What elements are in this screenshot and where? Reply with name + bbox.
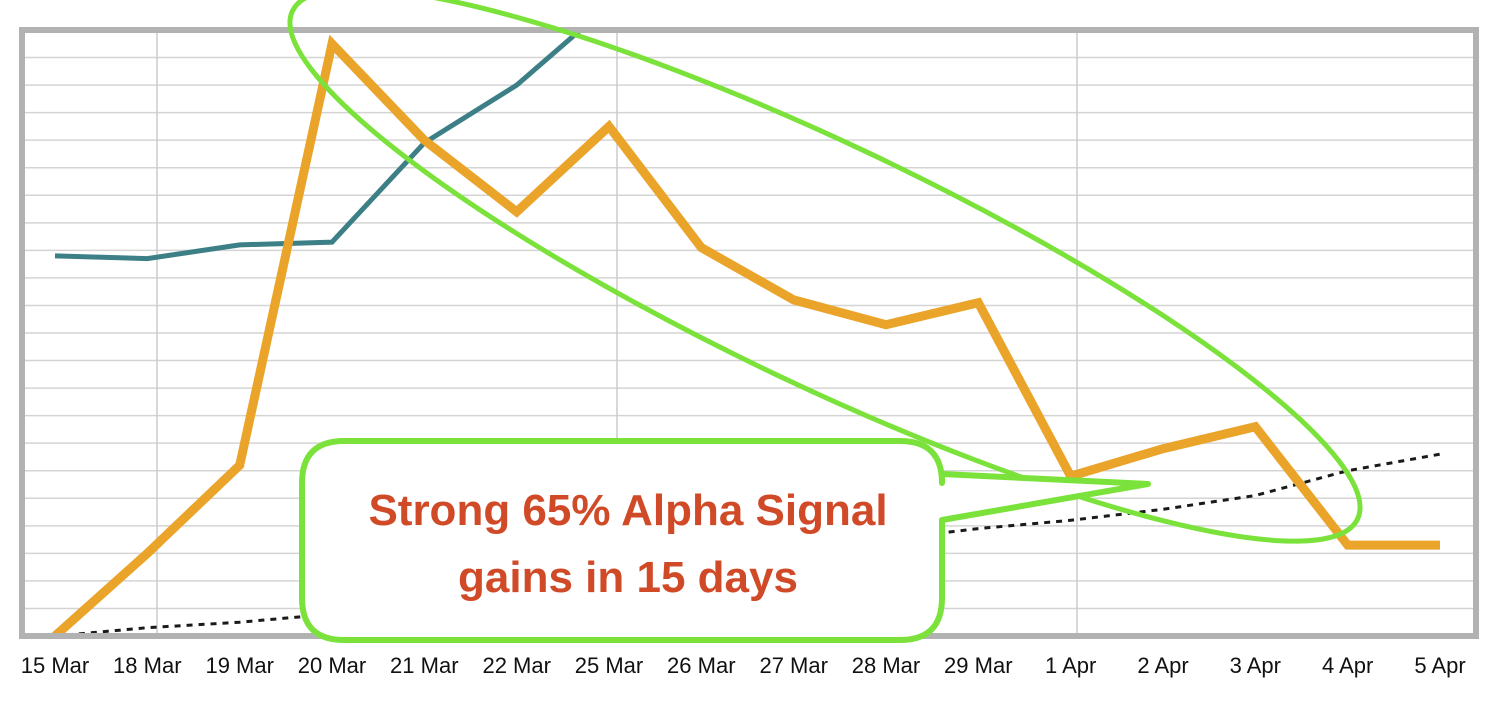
x-tick-label: 21 Mar <box>390 653 458 678</box>
highlight-ellipse <box>287 0 1363 544</box>
x-tick-label: 19 Mar <box>205 653 273 678</box>
x-axis-ticks: 15 Mar 18 Mar 19 Mar 20 Mar 21 Mar 22 Mar 25 M… <box>21 653 1466 678</box>
x-tick-label: 1 Apr <box>1045 653 1096 678</box>
x-tick-label: 22 Mar <box>482 653 550 678</box>
x-tick-label: 4 Apr <box>1322 653 1373 678</box>
highlight-ellipse-shape <box>287 0 1363 544</box>
series-line-1 <box>51 34 1440 636</box>
callout-line-2: gains in 15 days <box>458 553 798 602</box>
callout-bubble <box>299 438 1151 643</box>
x-tick-label: 20 Mar <box>298 653 366 678</box>
x-tick-label: 2 Apr <box>1137 653 1188 678</box>
callout-line-1: Strong 65% Alpha Signal <box>368 486 887 535</box>
x-tick-label: 18 Mar <box>113 653 181 678</box>
x-tick-label: 3 Apr <box>1230 653 1281 678</box>
series-line-2 <box>54 30 585 262</box>
x-tick-label: 15 Mar <box>21 653 89 678</box>
x-tick-label: 29 Mar <box>944 653 1012 678</box>
x-tick-label: 26 Mar <box>667 653 735 678</box>
x-tick-label: 5 Apr <box>1414 653 1465 678</box>
x-tick-label: 27 Mar <box>759 653 827 678</box>
x-tick-label: 25 Mar <box>575 653 643 678</box>
x-tick-label: 28 Mar <box>852 653 920 678</box>
callout: Strong 65% Alpha Signal gains in 15 days <box>299 438 1151 643</box>
